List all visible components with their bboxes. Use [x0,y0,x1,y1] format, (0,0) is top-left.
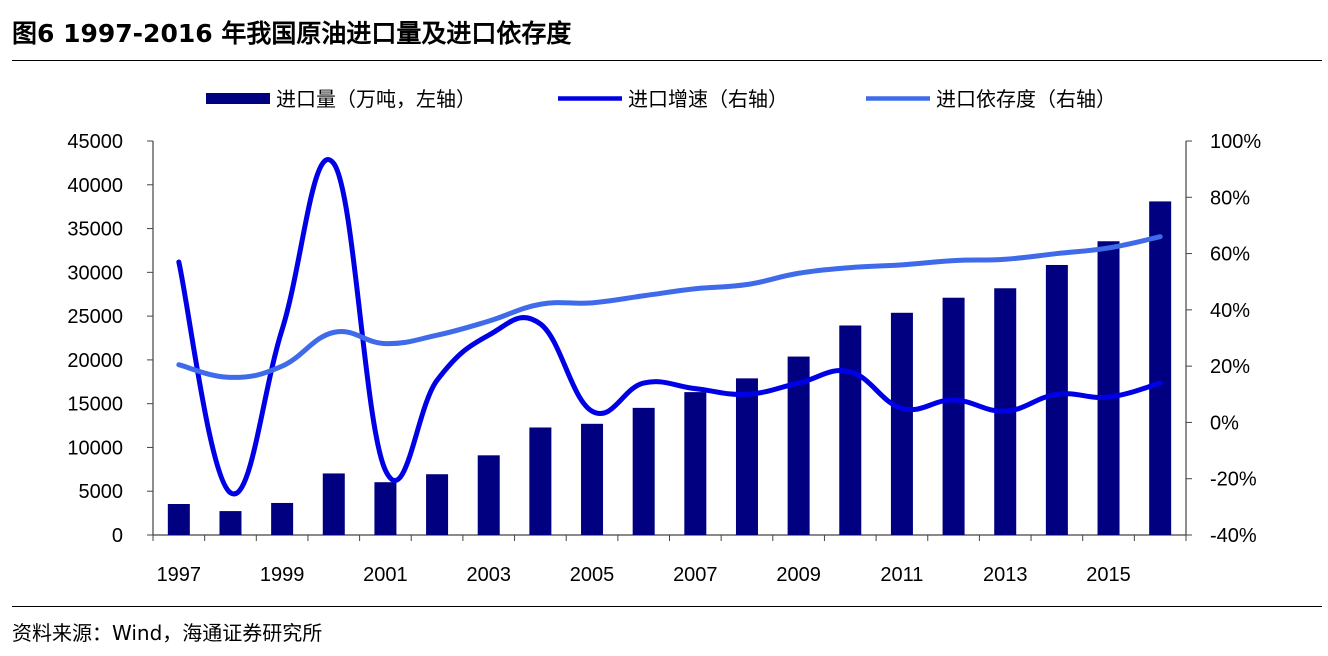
bar [1149,201,1172,535]
y-left-tick-label: 35000 [67,219,123,241]
x-tick-label: 2003 [466,564,511,586]
bar [477,455,500,535]
y-left-tick-label: 25000 [67,306,123,328]
axes [147,140,1192,541]
y-left-tick-label: 45000 [67,131,123,153]
y-right-tick-label: -40% [1210,525,1257,547]
bar [581,423,604,535]
y-right-tick-label: 40% [1210,300,1250,322]
bar [374,482,397,535]
line-import-growth [176,157,1163,497]
x-tick-label: 2009 [776,564,821,586]
bottom-divider [12,606,1322,607]
y-left-tick-label: 10000 [67,437,123,459]
line-series [176,157,1163,497]
bar [1097,241,1120,536]
bar [426,474,449,535]
source-note: 资料来源：Wind，海通证券研究所 [12,621,323,645]
y-left-tick-label: 5000 [79,481,124,503]
x-tick-label: 2013 [983,564,1028,586]
bar [942,297,965,535]
legend-label: 进口增速（右轴） [628,87,788,111]
top-divider [12,60,1322,61]
y-right-tick-label: 0% [1210,412,1239,434]
y-left-tick-label: 30000 [67,262,123,284]
x-tick-label: 1999 [260,564,305,586]
y-left-tick-label: 20000 [67,350,123,372]
y-right-tick-label: 80% [1210,187,1250,209]
chart: 进口量（万吨，左轴） 进口增速（右轴） 进口依存度（右轴） 0 5000 10000 15… [67,87,1261,586]
legend-swatch-bar [206,93,270,104]
y-right-tick-label: 60% [1210,244,1250,266]
bar [632,407,655,535]
x-tick-label: 2011 [880,564,923,586]
y-left-tick-label: 40000 [67,175,123,197]
bar [271,502,294,535]
bar [322,473,345,535]
bar [787,356,810,535]
y-right-tick-label: 20% [1210,356,1250,378]
legend-label: 进口量（万吨，左轴） [276,87,476,111]
x-tick-label: 1997 [157,564,202,586]
figure-title: 图6 1997-2016 年我国原油进口量及进口依存度 [12,19,572,48]
bar [219,511,242,535]
x-tick-label: 2007 [673,564,718,586]
bar [1045,264,1068,535]
y-right-tick-label: 100% [1210,131,1261,153]
bar [167,504,190,535]
x-tick-label: 2005 [570,564,615,586]
y-right-tick-label: -20% [1210,469,1257,491]
legend-label: 进口依存度（右轴） [936,87,1116,111]
bar [684,392,707,535]
x-tick-label: 2001 [363,564,408,586]
bar [890,312,913,535]
tick-labels: 0 5000 10000 15000 20000 25000 30000 35000 40000… [67,131,1261,586]
bar [839,325,862,535]
bar [529,427,552,535]
legend: 进口量（万吨，左轴） 进口增速（右轴） 进口依存度（右轴） [206,87,1116,111]
bar [735,378,758,535]
x-tick-label: 2015 [1086,564,1131,586]
bar-series [167,201,1172,536]
line-import-dependence [176,234,1163,380]
y-left-tick-label: 0 [112,525,123,547]
y-left-tick-label: 15000 [67,394,123,416]
